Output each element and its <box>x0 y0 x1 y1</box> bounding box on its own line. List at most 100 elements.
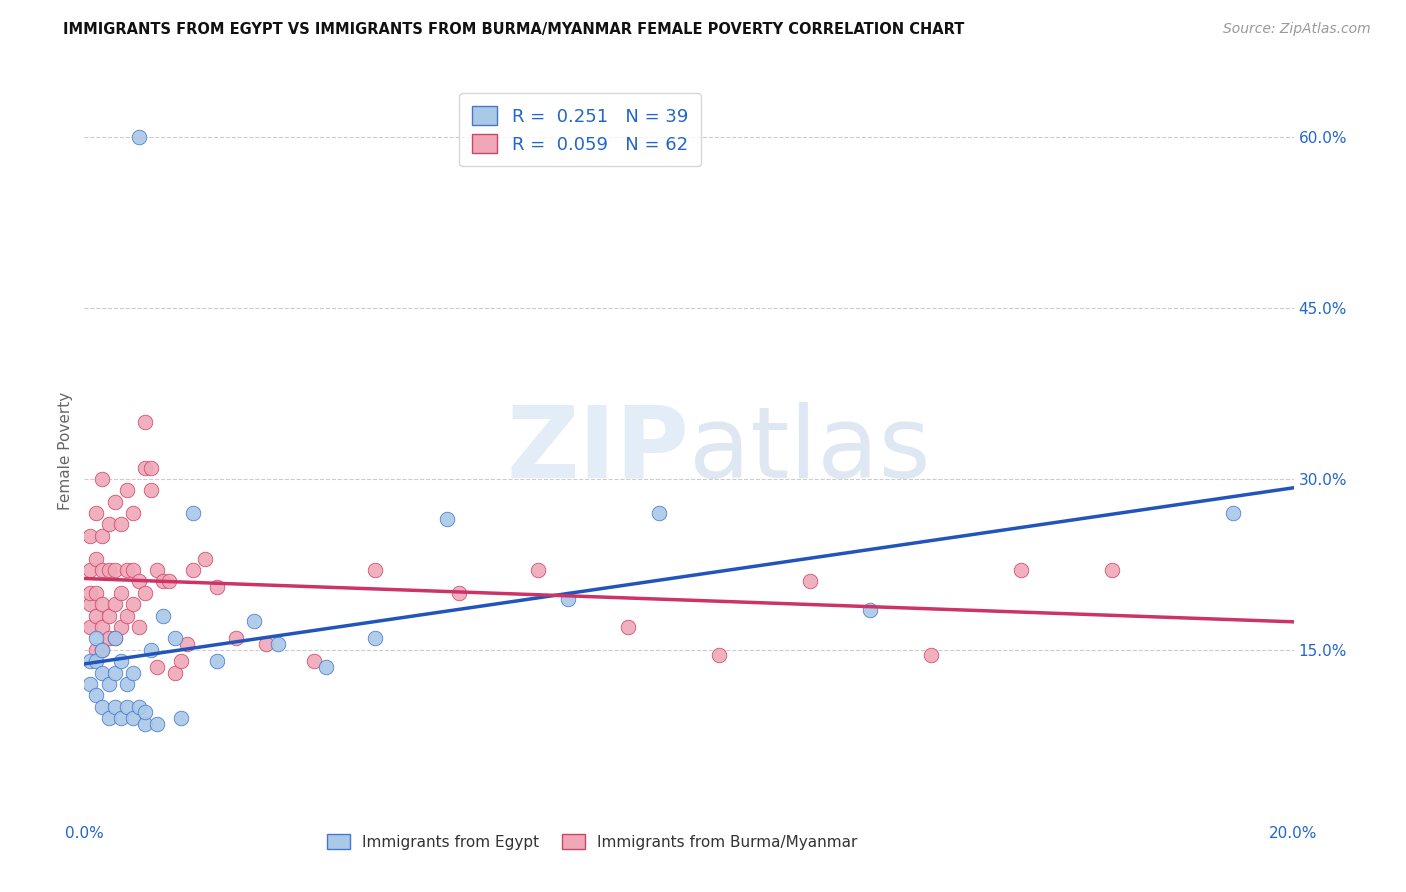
Point <box>176 637 198 651</box>
Point <box>225 632 247 646</box>
Point <box>86 632 108 646</box>
Point <box>86 506 108 520</box>
Point <box>91 563 114 577</box>
Point <box>146 563 169 577</box>
Point <box>165 665 187 680</box>
Point <box>254 637 277 651</box>
Point <box>134 706 156 720</box>
Point <box>207 654 229 668</box>
Point <box>115 563 138 577</box>
Point <box>363 632 385 646</box>
Point <box>86 689 108 703</box>
Point <box>194 551 217 566</box>
Point <box>110 517 132 532</box>
Point <box>146 716 169 731</box>
Point <box>121 665 143 680</box>
Point <box>128 574 150 589</box>
Point <box>146 660 169 674</box>
Point <box>115 608 138 623</box>
Point <box>207 580 229 594</box>
Point <box>152 608 174 623</box>
Legend: Immigrants from Egypt, Immigrants from Burma/Myanmar: Immigrants from Egypt, Immigrants from B… <box>319 827 865 857</box>
Point <box>97 563 120 577</box>
Point <box>86 551 108 566</box>
Point <box>110 586 132 600</box>
Point <box>799 574 821 589</box>
Point <box>527 563 550 577</box>
Point <box>97 608 120 623</box>
Point <box>110 654 132 668</box>
Point <box>86 654 108 668</box>
Point <box>170 711 193 725</box>
Point <box>242 615 264 629</box>
Point <box>302 654 325 668</box>
Point <box>110 711 132 725</box>
Point <box>86 642 108 657</box>
Point <box>267 637 290 651</box>
Point <box>557 591 579 606</box>
Point <box>97 517 120 532</box>
Point <box>97 677 120 691</box>
Point <box>139 483 162 498</box>
Text: ZIP: ZIP <box>506 402 689 499</box>
Point <box>79 620 101 634</box>
Point <box>449 586 471 600</box>
Point <box>648 506 671 520</box>
Point <box>97 711 120 725</box>
Point <box>152 574 174 589</box>
Point <box>134 415 156 429</box>
Point <box>128 620 150 634</box>
Point <box>121 506 143 520</box>
Point <box>104 665 127 680</box>
Point <box>139 642 162 657</box>
Point <box>86 586 108 600</box>
Point <box>617 620 640 634</box>
Point <box>134 716 156 731</box>
Point <box>104 632 127 646</box>
Point <box>115 483 138 498</box>
Point <box>709 648 731 663</box>
Point <box>1222 506 1244 520</box>
Point <box>104 597 127 611</box>
Point <box>104 632 127 646</box>
Point <box>79 654 101 668</box>
Point <box>91 529 114 543</box>
Point <box>134 586 156 600</box>
Point <box>91 699 114 714</box>
Point <box>121 563 143 577</box>
Point <box>920 648 942 663</box>
Point <box>79 529 101 543</box>
Point <box>181 506 204 520</box>
Point <box>104 494 127 508</box>
Point <box>91 620 114 634</box>
Point <box>91 472 114 486</box>
Y-axis label: Female Poverty: Female Poverty <box>58 392 73 509</box>
Point <box>79 586 101 600</box>
Point <box>165 632 187 646</box>
Point <box>157 574 180 589</box>
Point <box>859 603 882 617</box>
Point <box>181 563 204 577</box>
Point <box>104 699 127 714</box>
Point <box>104 563 127 577</box>
Point <box>134 460 156 475</box>
Point <box>170 654 193 668</box>
Point <box>436 512 458 526</box>
Point <box>79 563 101 577</box>
Point <box>97 632 120 646</box>
Text: Source: ZipAtlas.com: Source: ZipAtlas.com <box>1223 22 1371 37</box>
Point <box>1011 563 1033 577</box>
Point <box>1101 563 1123 577</box>
Point <box>128 130 150 145</box>
Point <box>91 642 114 657</box>
Point <box>91 597 114 611</box>
Point <box>115 699 138 714</box>
Point <box>363 563 385 577</box>
Point <box>91 665 114 680</box>
Point <box>79 597 101 611</box>
Point <box>91 642 114 657</box>
Point <box>110 620 132 634</box>
Text: atlas: atlas <box>689 402 931 499</box>
Point <box>86 608 108 623</box>
Point <box>121 711 143 725</box>
